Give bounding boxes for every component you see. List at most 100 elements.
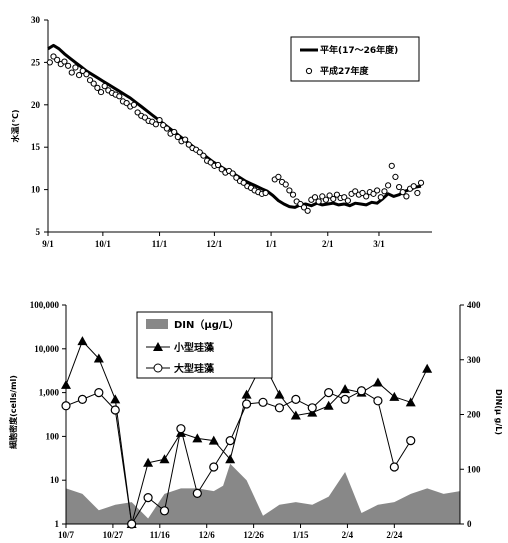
data-point [192, 433, 203, 443]
data-point [229, 170, 236, 177]
x-tick-label: 1/1 [265, 239, 277, 249]
y-tick-label: 5 [36, 227, 41, 237]
series-points-fy27 [46, 53, 425, 214]
data-point [134, 109, 141, 116]
x-tick-label: 10/27 [103, 530, 124, 540]
legend-label: 大型珪藻 [174, 362, 215, 375]
data-point [123, 100, 130, 107]
x-tick-label: 12/6 [199, 530, 216, 540]
data-point [262, 189, 269, 197]
data-point [218, 166, 225, 173]
data-point [101, 83, 108, 90]
data-point [209, 462, 219, 472]
data-point [97, 88, 105, 96]
left-y-tick-label: 1,000 [39, 388, 60, 398]
y-axis-title: 水温(℃) [10, 110, 20, 144]
x-tick-label: 10/7 [58, 530, 75, 540]
data-point [326, 192, 333, 199]
right-y-axis-title: DIN(μ g/L) [494, 389, 503, 435]
data-point [208, 435, 219, 445]
data-point [422, 363, 433, 373]
data-point [389, 462, 399, 472]
legend-box [290, 36, 420, 82]
data-point [83, 71, 90, 78]
x-tick-label: 2/4 [342, 530, 354, 540]
y-tick-label: 30 [31, 15, 41, 25]
data-point [395, 183, 403, 191]
legend: 平年(17～26年度) 平成27年度 [290, 36, 420, 82]
data-point [171, 128, 178, 136]
data-point [374, 187, 381, 194]
x-tick-label: 1/15 [293, 530, 310, 540]
data-point [315, 198, 322, 205]
data-point [68, 69, 75, 76]
data-point [324, 388, 334, 398]
data-point [143, 457, 154, 467]
data-point [225, 454, 236, 464]
data-point [65, 62, 72, 69]
x-tick-label: 12/1 [206, 239, 223, 249]
data-point [200, 152, 207, 159]
data-point [311, 194, 319, 201]
x-tick-label: 11/16 [150, 530, 171, 540]
y-tick-label: 20 [31, 100, 41, 110]
data-point [225, 436, 235, 446]
x-tick-label: 12/26 [243, 530, 264, 540]
data-point [207, 159, 214, 166]
data-point [414, 189, 421, 197]
legend-circle-icon [305, 67, 313, 75]
right-y-tick-label: 100 [467, 464, 481, 474]
data-point [406, 436, 416, 446]
data-point [241, 399, 252, 409]
data-point [410, 183, 417, 190]
data-point [143, 493, 153, 503]
data-point [392, 173, 399, 180]
data-point [163, 125, 170, 132]
data-point [156, 116, 163, 124]
data-point [322, 196, 330, 203]
data-point [405, 397, 416, 407]
left-y-axis-title: 細胞密度(cells/ml) [8, 375, 18, 449]
right-y-tick-label: 0 [467, 519, 472, 529]
data-point [388, 162, 395, 169]
data-point [182, 136, 189, 143]
data-point [79, 67, 86, 74]
x-tick-label: 3/1 [373, 239, 385, 249]
data-point [127, 519, 137, 529]
y-tick-label: 10 [31, 185, 41, 195]
data-point [152, 121, 159, 128]
data-point [54, 56, 61, 63]
x-tick-label: 11/1 [152, 239, 168, 249]
y-tick-label: 25 [31, 57, 41, 67]
data-point [185, 141, 192, 148]
legend-label: 平年(17～26年度) [320, 44, 398, 56]
data-point [373, 396, 383, 406]
legend-circle-icon [153, 363, 163, 373]
data-point [61, 58, 68, 65]
right-y-tick-label: 400 [467, 300, 481, 310]
series-points-large-diatom [61, 386, 416, 529]
data-point [110, 394, 121, 404]
data-point [240, 179, 247, 186]
water-temperature-chart: 5 10 15 20 25 30 9/1 10/1 11/1 12/1 1/1 2/1 3/1 水温(℃)… [10, 15, 432, 249]
left-y-tick-label: 100,000 [30, 300, 60, 310]
data-point [159, 506, 170, 516]
data-point [94, 84, 101, 91]
data-point [50, 53, 57, 60]
data-point [258, 397, 268, 407]
data-point [319, 193, 326, 200]
data-point [370, 190, 377, 197]
left-y-tick-label: 10 [50, 475, 60, 485]
data-point [130, 101, 138, 108]
data-point [389, 391, 400, 401]
data-point [275, 173, 282, 180]
data-point [363, 193, 370, 200]
data-point [241, 389, 252, 399]
data-point [75, 72, 83, 79]
series-line-large-diatom [65, 390, 412, 526]
data-point [340, 384, 351, 394]
data-point [282, 181, 289, 188]
